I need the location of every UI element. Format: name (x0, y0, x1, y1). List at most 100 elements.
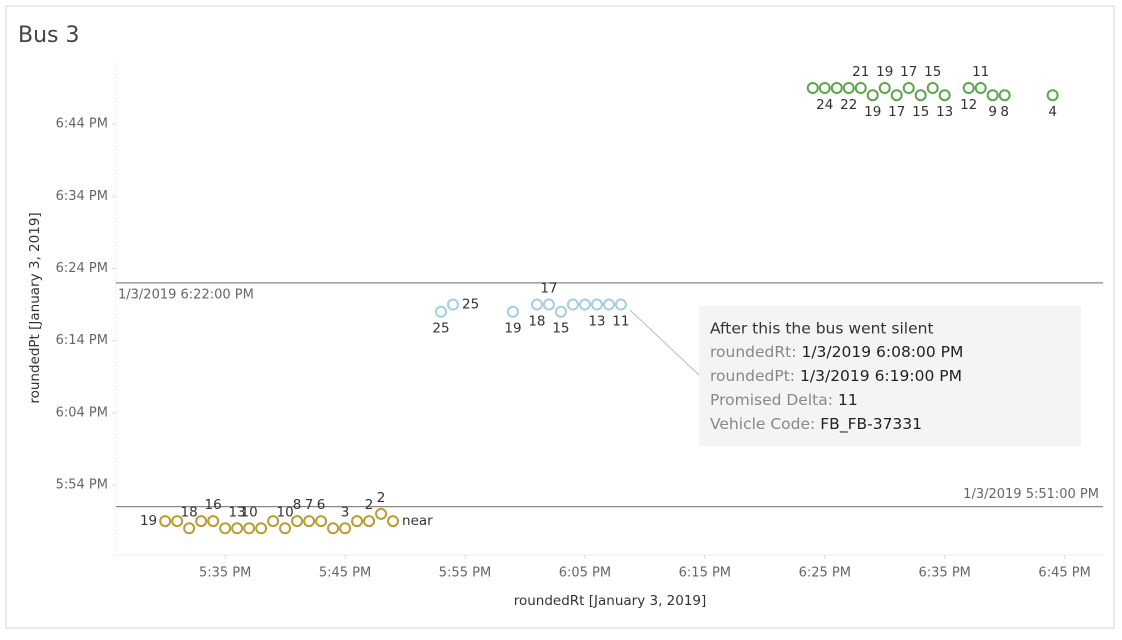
data-label: 19 (876, 64, 893, 80)
data-label: 24 (816, 97, 833, 113)
point (363, 515, 376, 528)
y-tick-label: 6:34 PM (56, 189, 108, 204)
tooltip-title: After this the bus went silent (710, 320, 934, 338)
tooltip-value: FB_FB-37331 (820, 415, 922, 434)
data-label: 2 (377, 490, 386, 506)
data-label: 15 (552, 321, 569, 337)
point (914, 89, 927, 102)
data-label: 15 (912, 104, 929, 120)
point (446, 298, 459, 311)
point (279, 522, 292, 535)
x-tick-label: 6:15 PM (679, 566, 731, 581)
point (231, 522, 244, 535)
data-label: 25 (432, 321, 449, 337)
data-label: 19 (140, 513, 157, 529)
y-axis-title: roundedPt [January 3, 2019] (27, 212, 43, 403)
point (159, 515, 172, 528)
data-label: 8 (293, 497, 302, 513)
data-label: 13 (936, 104, 953, 120)
x-tick-label: 5:55 PM (439, 566, 491, 581)
point (878, 81, 891, 94)
point (375, 507, 388, 520)
data-label: 22 (840, 97, 857, 113)
point (986, 89, 999, 102)
data-label: 17 (888, 104, 905, 120)
data-label: 4 (1048, 104, 1057, 120)
tooltip-value: 1/3/2019 6:19:00 PM (800, 367, 962, 385)
point (327, 522, 340, 535)
x-tick-label: 6:05 PM (559, 566, 611, 581)
point (974, 81, 987, 94)
data-label: 25 (462, 297, 479, 313)
point (542, 298, 555, 311)
point (998, 89, 1011, 102)
data-label: 8 (1000, 104, 1009, 120)
x-axis-title: roundedRt [January 3, 2019] (514, 593, 707, 609)
y-tick-label: 6:04 PM (56, 405, 108, 420)
data-label: 18 (528, 314, 545, 330)
tooltip-pointer (629, 309, 701, 377)
data-label: 17 (540, 281, 557, 297)
data-label: 2 (365, 497, 374, 513)
tooltip-value: 11 (838, 391, 858, 409)
tooltip-key: roundedPt: (710, 367, 795, 385)
point (506, 305, 519, 318)
point (830, 81, 843, 94)
point (303, 515, 316, 528)
point (351, 515, 364, 528)
chart-title: Bus 3 (18, 23, 80, 48)
point (207, 515, 220, 528)
data-label: 13 (588, 314, 605, 330)
data-label: 18 (181, 504, 198, 520)
point (890, 89, 903, 102)
point (806, 81, 819, 94)
point (435, 305, 448, 318)
data-label: 12 (960, 97, 977, 113)
point (578, 298, 591, 311)
point (554, 305, 567, 318)
point (255, 522, 268, 535)
tooltip-key: Promised Delta: (710, 391, 833, 409)
data-label: 11 (972, 64, 989, 80)
tooltip-key: roundedRt: (710, 343, 796, 361)
data-label: 10 (241, 504, 258, 520)
tooltip-line: roundedRt: 1/3/2019 6:08:00 PM (710, 343, 963, 361)
data-label: 9 (988, 104, 997, 120)
point (962, 81, 975, 94)
data-label: 15 (924, 64, 941, 80)
point (818, 81, 831, 94)
point (195, 515, 208, 528)
point (1046, 89, 1059, 102)
x-tick-label: 5:35 PM (199, 566, 251, 581)
tooltip-line: Promised Delta: 11 (710, 391, 858, 409)
point (614, 298, 627, 311)
y-tick-label: 6:24 PM (56, 261, 108, 276)
point (926, 81, 939, 94)
point (387, 515, 400, 528)
x-tick-label: 6:45 PM (1038, 566, 1090, 581)
point (530, 298, 543, 311)
point (219, 522, 232, 535)
point (315, 515, 328, 528)
x-tick-label: 6:25 PM (799, 566, 851, 581)
tooltip-value: 1/3/2019 6:08:00 PM (801, 343, 963, 361)
point (183, 522, 196, 535)
y-tick-label: 6:14 PM (56, 333, 108, 348)
reference-label: 1/3/2019 5:51:00 PM (963, 487, 1099, 502)
point (243, 522, 256, 535)
point (590, 298, 603, 311)
data-label: 17 (900, 64, 917, 80)
point (902, 81, 915, 94)
point (566, 298, 579, 311)
reference-label: 1/3/2019 6:22:00 PM (118, 287, 254, 302)
point (842, 81, 855, 94)
data-label: 6 (317, 497, 326, 513)
y-tick-label: 5:54 PM (56, 477, 108, 492)
point (938, 89, 951, 102)
data-label: 19 (864, 104, 881, 120)
point (267, 515, 280, 528)
y-tick-label: 6:44 PM (56, 117, 108, 132)
point (171, 515, 184, 528)
data-label: near (402, 513, 433, 529)
data-label: 3 (341, 504, 350, 520)
